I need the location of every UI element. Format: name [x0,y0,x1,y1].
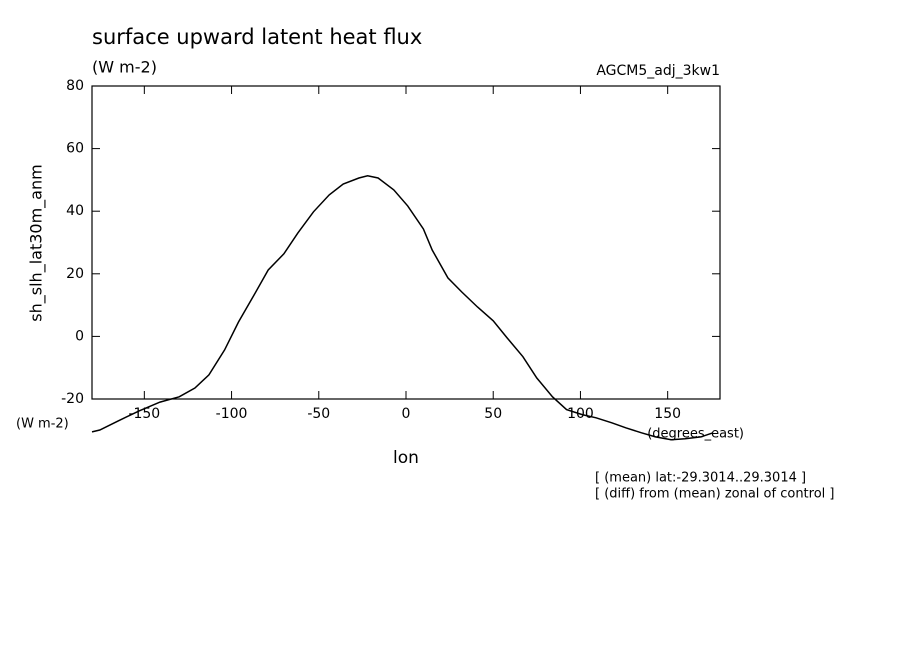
y-tick-label: 0 [75,328,84,344]
y-tick-label: 80 [66,78,84,94]
x-tick-label: -100 [216,406,248,422]
y-axis-label: sh_slh_lat30m_anm [27,164,47,321]
x-axis-label: lon [393,448,419,468]
note: [ (mean) lat:-29.3014..29.3014 ] [595,471,806,486]
y-tick-label: -20 [61,391,84,407]
y-tick-label: 20 [66,266,84,282]
annotation: AGCM5_adj_3kw1 [596,63,720,79]
data-line [91,175,714,441]
y-tick-label: 60 [66,141,84,157]
chart-title: surface upward latent heat flux [92,25,422,49]
x-tick-label: 0 [402,406,411,422]
x-tick-label: -150 [128,406,160,422]
x-units: (degrees_east) [647,427,744,442]
chart-subtitle: (W m-2) [92,58,157,77]
plot-frame [91,85,721,400]
x-tick-label: -50 [307,406,330,422]
note: [ (diff) from (mean) zonal of control ] [595,487,834,502]
y-units: (W m-2) [16,417,69,432]
y-tick-label: 40 [66,203,84,219]
x-tick-label: 150 [654,406,681,422]
x-tick-label: 50 [484,406,502,422]
